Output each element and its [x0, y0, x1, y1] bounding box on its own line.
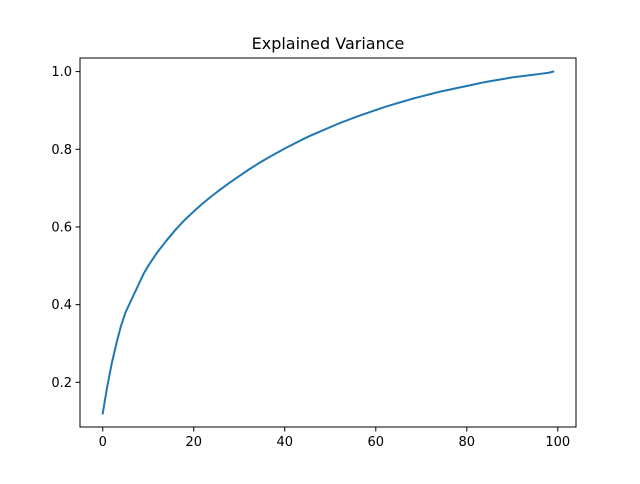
y-tick-label: 0.2: [51, 376, 72, 391]
y-tick-label: 1.0: [51, 65, 72, 80]
axes-frame: [79, 57, 577, 428]
x-tick-label: 0: [99, 435, 107, 450]
y-tick-label: 0.4: [51, 298, 72, 313]
x-tick-label: 80: [459, 435, 476, 450]
x-tick-label: 20: [185, 435, 202, 450]
axis-ticks: 0 20 40 60 80 100 0.2 0.4 0.6 0.8 1.0: [51, 65, 570, 450]
y-tick-label: 0.8: [51, 143, 72, 158]
chart-title: Explained Variance: [252, 34, 405, 53]
x-tick-label: 40: [276, 435, 293, 450]
series-line: [101, 70, 555, 415]
y-tick-label: 0.6: [51, 220, 72, 235]
x-tick-label: 100: [545, 435, 570, 450]
x-tick-label: 60: [368, 435, 385, 450]
